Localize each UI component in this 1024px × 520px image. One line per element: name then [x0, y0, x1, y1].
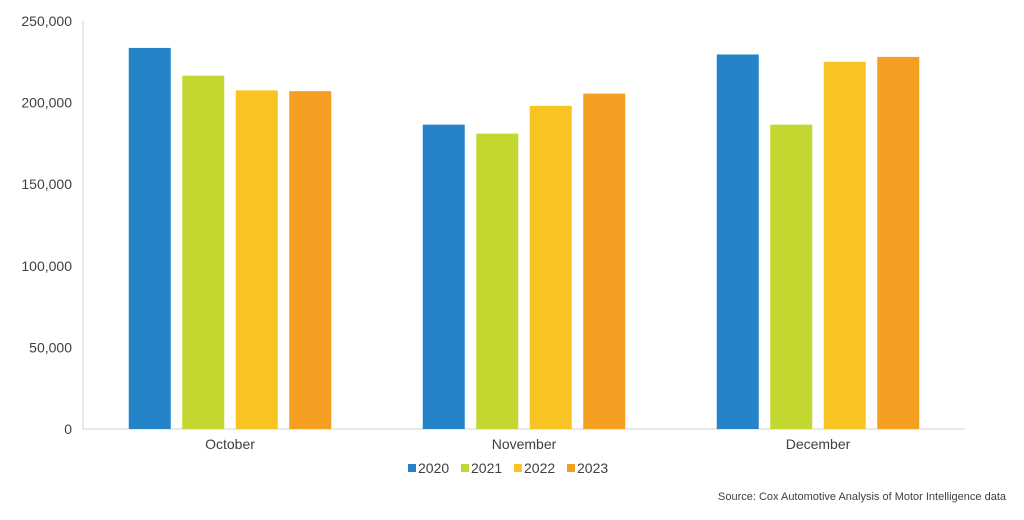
legend-swatch-2020: [408, 464, 416, 472]
legend-swatch-2021: [461, 464, 469, 472]
bar-2021-october: [182, 75, 225, 429]
bars: [128, 47, 920, 430]
bar-2022-october: [235, 90, 278, 430]
x-tick-label: December: [786, 436, 851, 452]
source-note: Source: Cox Automotive Analysis of Motor…: [718, 491, 1006, 503]
x-axis: October November December: [83, 428, 965, 452]
x-tick-label: November: [492, 436, 557, 452]
y-axis: 0 50,000 100,000 150,000 200,000 250,000: [21, 13, 84, 437]
legend-label-2023: 2023: [577, 460, 608, 476]
y-tick-label: 150,000: [21, 176, 72, 192]
legend-swatch-2023: [567, 464, 575, 472]
bar-2022-november: [529, 105, 572, 429]
bar-2022-december: [823, 61, 866, 430]
y-tick-label: 0: [64, 421, 72, 437]
bar-2021-december: [770, 124, 813, 429]
y-tick-label: 250,000: [21, 13, 72, 29]
bar-2020-october: [128, 47, 171, 429]
bar-2020-december: [716, 54, 759, 430]
bar-2023-october: [289, 91, 332, 430]
legend-label-2022: 2022: [524, 460, 555, 476]
x-tick-label: October: [205, 436, 255, 452]
y-tick-label: 200,000: [21, 95, 72, 111]
bar-2021-november: [476, 133, 519, 429]
legend-label-2020: 2020: [418, 460, 449, 476]
bar-2020-november: [422, 124, 465, 429]
legend-swatch-2022: [514, 464, 522, 472]
legend: 2020 2021 2022 2023: [408, 460, 608, 476]
y-tick-label: 100,000: [21, 258, 72, 274]
bar-2023-november: [583, 93, 626, 430]
y-tick-label: 50,000: [29, 339, 72, 355]
bar-2023-december: [877, 56, 920, 430]
legend-label-2021: 2021: [471, 460, 502, 476]
